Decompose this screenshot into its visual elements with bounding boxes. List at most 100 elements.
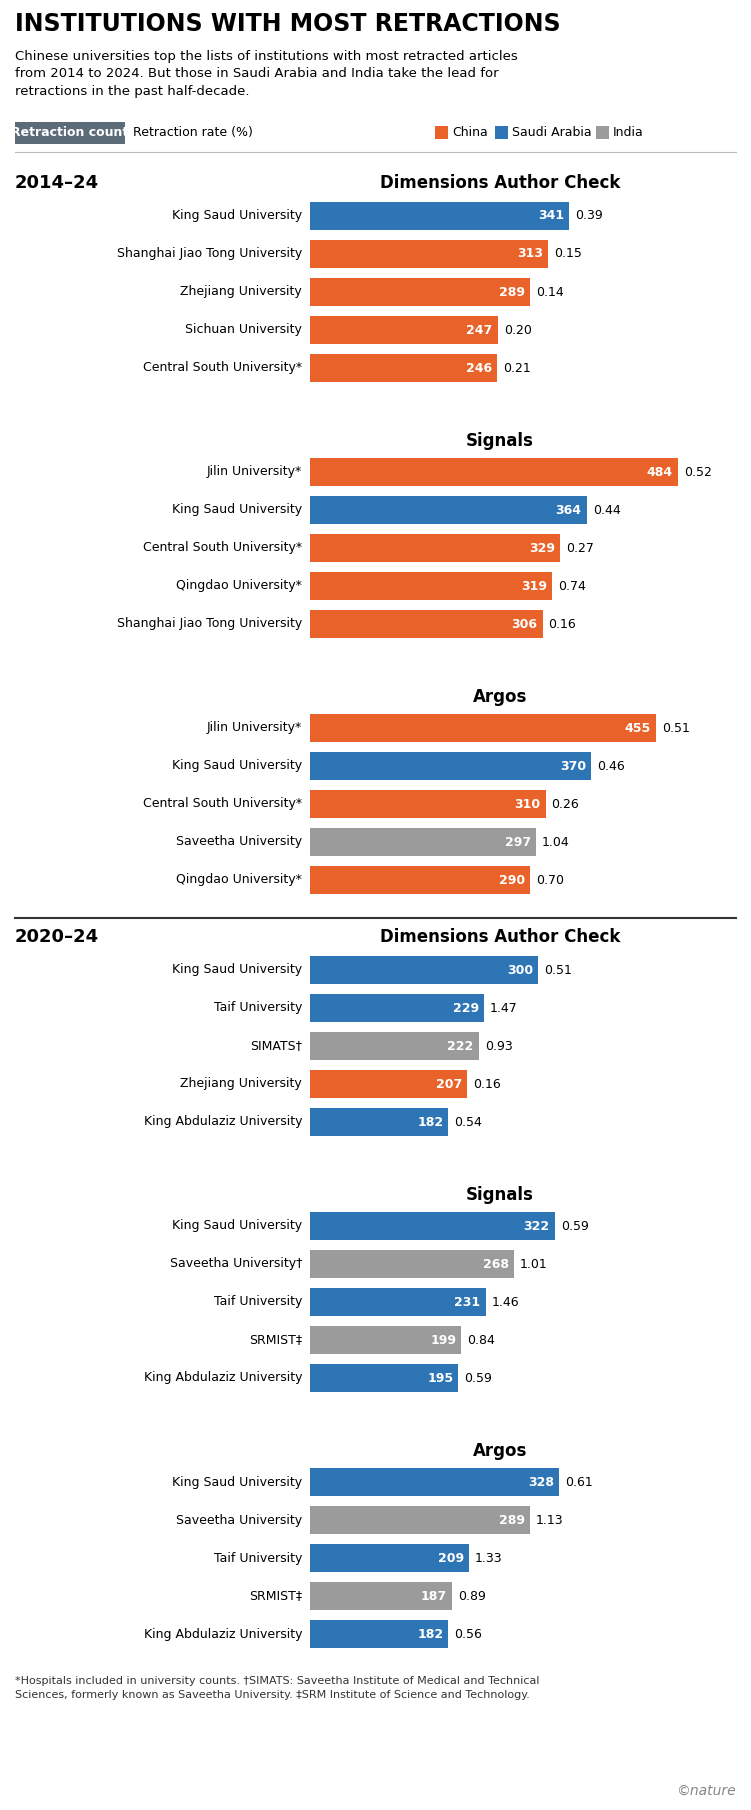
Text: King Abdulaziz University: King Abdulaziz University	[143, 1115, 302, 1128]
Text: Taif University: Taif University	[213, 1551, 302, 1564]
Text: Qingdao University*: Qingdao University*	[176, 579, 302, 592]
Text: 0.54: 0.54	[454, 1115, 482, 1128]
Text: 1.04: 1.04	[541, 836, 569, 849]
Text: 0.27: 0.27	[566, 541, 594, 554]
Text: 0.44: 0.44	[593, 503, 620, 516]
Text: 289: 289	[499, 286, 525, 299]
Text: Dimensions Author Check: Dimensions Author Check	[380, 174, 620, 192]
Text: 1.46: 1.46	[492, 1296, 519, 1309]
Text: Jilin University*: Jilin University*	[207, 722, 302, 735]
Text: INSTITUTIONS WITH MOST RETRACTIONS: INSTITUTIONS WITH MOST RETRACTIONS	[15, 13, 561, 36]
Bar	[310, 1506, 529, 1535]
Bar	[495, 127, 508, 139]
Bar	[310, 1327, 461, 1354]
Bar	[310, 572, 553, 599]
Text: King Saud University: King Saud University	[172, 503, 302, 516]
Text: 0.16: 0.16	[473, 1077, 501, 1090]
Text: 0.84: 0.84	[467, 1334, 495, 1347]
Text: King Saud University: King Saud University	[172, 760, 302, 773]
Text: 0.89: 0.89	[458, 1589, 486, 1602]
Bar	[310, 1108, 448, 1137]
Bar	[310, 956, 538, 985]
Text: 2014–24: 2014–24	[15, 174, 99, 192]
Text: 195: 195	[427, 1372, 453, 1385]
Text: 0.70: 0.70	[536, 874, 565, 887]
Text: King Saud University: King Saud University	[172, 210, 302, 223]
Text: 484: 484	[647, 465, 673, 478]
Text: 1.01: 1.01	[520, 1258, 547, 1271]
Text: Central South University*: Central South University*	[143, 798, 302, 811]
Text: 329: 329	[529, 541, 555, 554]
Text: 290: 290	[499, 874, 526, 887]
Text: 229: 229	[453, 1001, 479, 1014]
Text: 0.93: 0.93	[484, 1039, 512, 1052]
Text: 209: 209	[438, 1551, 464, 1564]
Text: *Hospitals included in university counts. †SIMATS: Saveetha Institute of Medical: *Hospitals included in university counts…	[15, 1676, 539, 1700]
Text: 322: 322	[523, 1220, 550, 1233]
Text: SRMIST‡: SRMIST‡	[249, 1334, 302, 1347]
Text: 199: 199	[430, 1334, 457, 1347]
Bar	[435, 127, 448, 139]
Text: 0.16: 0.16	[548, 617, 576, 630]
Text: SRMIST‡: SRMIST‡	[249, 1589, 302, 1602]
Text: India: India	[613, 127, 644, 139]
Bar	[15, 121, 125, 145]
Text: Zhejiang University: Zhejiang University	[180, 286, 302, 299]
Text: King Saud University: King Saud University	[172, 963, 302, 977]
Bar	[310, 789, 545, 818]
Text: 319: 319	[521, 579, 547, 592]
Text: 313: 313	[517, 248, 543, 261]
Bar	[310, 1365, 458, 1392]
Text: Retraction count: Retraction count	[11, 127, 128, 139]
Text: Shanghai Jiao Tong University: Shanghai Jiao Tong University	[116, 248, 302, 261]
Text: 2020–24: 2020–24	[15, 929, 99, 947]
Text: Retraction rate (%): Retraction rate (%)	[133, 127, 253, 139]
Bar	[310, 1213, 555, 1240]
Bar	[310, 1620, 448, 1647]
Text: Central South University*: Central South University*	[143, 362, 302, 375]
Text: Argos: Argos	[473, 688, 527, 706]
Text: Zhejiang University: Zhejiang University	[180, 1077, 302, 1090]
Text: Jilin University*: Jilin University*	[207, 465, 302, 478]
Bar	[310, 1032, 478, 1061]
Text: 289: 289	[499, 1513, 525, 1526]
Bar	[310, 534, 560, 561]
Text: 0.46: 0.46	[597, 760, 625, 773]
Bar	[596, 127, 608, 139]
Text: 0.59: 0.59	[464, 1372, 492, 1385]
Text: 247: 247	[466, 324, 493, 337]
Text: China: China	[452, 127, 487, 139]
Text: King Saud University: King Saud University	[172, 1220, 302, 1233]
Text: 231: 231	[454, 1296, 481, 1309]
Text: 455: 455	[625, 722, 651, 735]
Bar	[310, 496, 587, 525]
Text: Central South University*: Central South University*	[143, 541, 302, 554]
Text: 182: 182	[418, 1627, 443, 1640]
Text: 207: 207	[436, 1077, 463, 1090]
Text: Saveetha University†: Saveetha University†	[170, 1258, 302, 1271]
Text: King Abdulaziz University: King Abdulaziz University	[143, 1372, 302, 1385]
Text: 246: 246	[466, 362, 492, 375]
Text: Dimensions Author Check: Dimensions Author Check	[380, 929, 620, 947]
Text: Saveetha University: Saveetha University	[176, 836, 302, 849]
Bar	[310, 827, 535, 856]
Text: Qingdao University*: Qingdao University*	[176, 874, 302, 887]
Text: 0.51: 0.51	[544, 963, 572, 977]
Bar	[310, 1582, 452, 1611]
Bar	[310, 1070, 467, 1099]
Bar	[310, 355, 497, 382]
Text: 0.56: 0.56	[454, 1627, 482, 1640]
Text: 0.74: 0.74	[559, 579, 587, 592]
Text: 0.20: 0.20	[504, 324, 532, 337]
Bar	[310, 279, 529, 306]
Text: 328: 328	[528, 1475, 554, 1488]
Text: 364: 364	[556, 503, 581, 516]
Text: 1.33: 1.33	[475, 1551, 502, 1564]
Text: 1.13: 1.13	[535, 1513, 563, 1526]
Bar	[310, 713, 656, 742]
Text: 0.39: 0.39	[575, 210, 603, 223]
Bar	[310, 1468, 559, 1497]
Text: Taif University: Taif University	[213, 1296, 302, 1309]
Bar	[310, 1251, 514, 1278]
Text: 222: 222	[448, 1039, 474, 1052]
